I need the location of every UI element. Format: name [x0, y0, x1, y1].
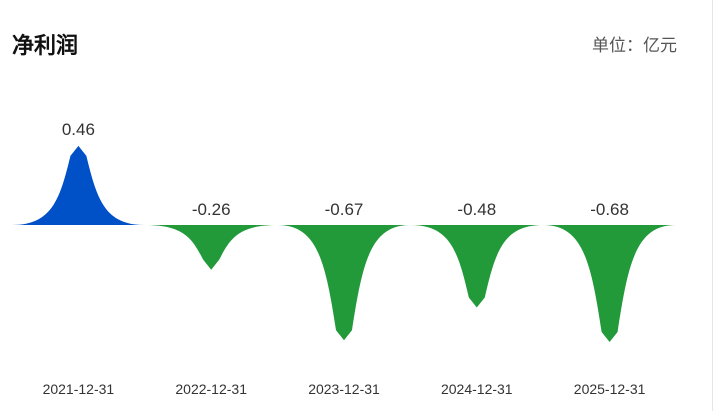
value-label: -0.68: [590, 200, 629, 219]
x-tick-label: 2022-12-31: [175, 381, 247, 397]
value-label: 0.46: [62, 120, 95, 139]
bar-2024-12-31[interactable]: [410, 225, 544, 308]
value-label: -0.48: [457, 200, 496, 219]
bar-2022-12-31[interactable]: [144, 225, 278, 270]
bar-2021-12-31[interactable]: [12, 145, 145, 225]
bar-2025-12-31[interactable]: [543, 225, 676, 342]
divider: [712, 0, 713, 411]
unit-label: 单位：亿元: [592, 36, 677, 56]
x-tick-label: 2025-12-31: [574, 381, 646, 397]
value-label: -0.67: [325, 200, 364, 219]
x-tick-label: 2023-12-31: [308, 381, 380, 397]
chart-title: 净利润: [12, 34, 79, 59]
x-tick-label: 2021-12-31: [43, 381, 115, 397]
x-tick-label: 2024-12-31: [441, 381, 513, 397]
bar-2023-12-31[interactable]: [277, 225, 411, 341]
value-label: -0.26: [192, 200, 231, 219]
